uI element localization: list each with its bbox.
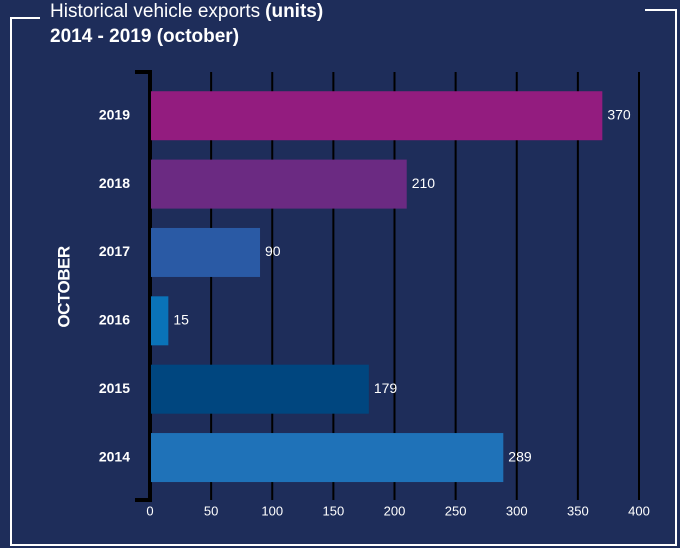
value-label: 15	[173, 312, 189, 328]
x-tick-label: 250	[445, 503, 467, 518]
value-label: 90	[265, 243, 281, 259]
y-tick-label: 2015	[99, 380, 130, 396]
x-tick-label: 150	[323, 503, 345, 518]
bar	[151, 296, 169, 346]
y-tick-label: 2019	[99, 106, 130, 122]
title-unit: (units)	[265, 1, 323, 22]
frame	[10, 9, 677, 546]
chart-title: Historical vehicle exports (units)	[50, 1, 323, 22]
value-label: 370	[607, 106, 631, 122]
x-tick-label: 100	[261, 503, 283, 518]
x-tick-label: 350	[567, 503, 589, 518]
title-text: Historical vehicle exports	[50, 1, 260, 22]
bar	[151, 433, 504, 483]
bar	[151, 91, 603, 141]
value-label: 179	[374, 380, 398, 396]
y-tick-label: 2017	[99, 243, 130, 259]
value-label: 210	[412, 175, 436, 191]
x-tick-label: 0	[146, 503, 153, 518]
y-axis	[135, 70, 152, 502]
x-tick-label: 50	[204, 503, 218, 518]
bar	[151, 159, 407, 209]
bar	[151, 227, 261, 277]
bar	[151, 364, 369, 414]
x-tick-label: 300	[506, 503, 528, 518]
x-tick-label: 400	[628, 503, 650, 518]
x-tick-label: 200	[384, 503, 406, 518]
y-tick-label: 2018	[99, 175, 130, 191]
value-label: 289	[508, 448, 532, 464]
chart-subtitle: 2014 - 2019 (october)	[50, 26, 239, 47]
y-axis-label: OCTOBER	[54, 246, 73, 327]
y-tick-label: 2014	[99, 448, 130, 464]
y-tick-label: 2016	[99, 312, 130, 328]
